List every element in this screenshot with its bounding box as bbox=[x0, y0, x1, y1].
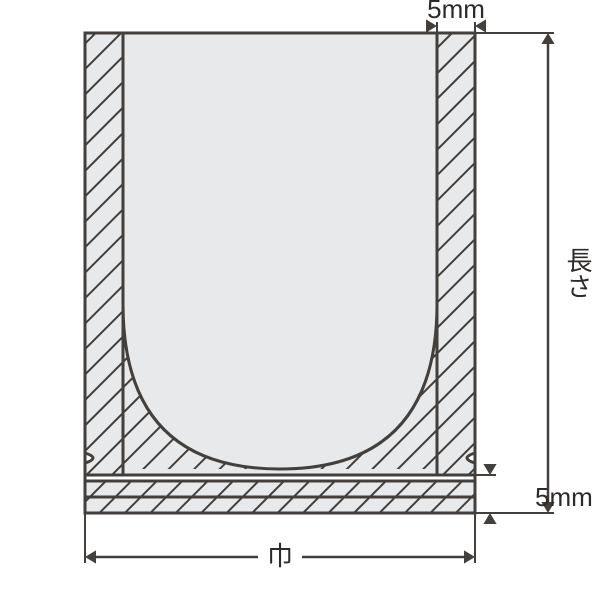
dim-label-width: 巾 bbox=[267, 541, 293, 571]
dim-label-right: 長さ bbox=[563, 247, 593, 299]
dim-label-bottom-small: 5mm bbox=[535, 482, 593, 512]
dim-label-top: 5mm bbox=[427, 0, 485, 24]
pouch-diagram: 5mm 長さ 5mm 巾 bbox=[85, 0, 593, 571]
